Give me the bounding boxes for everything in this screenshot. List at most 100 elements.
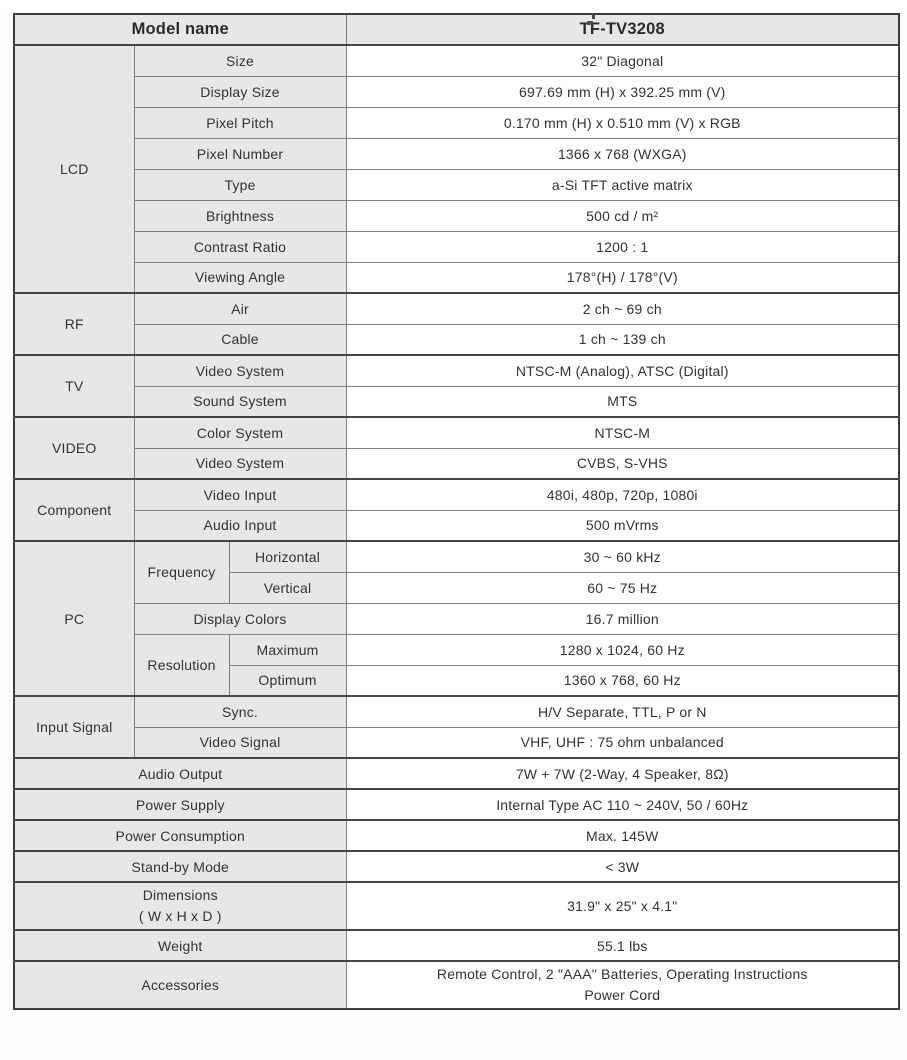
spec-value: a-Si TFT active matrix: [345, 168, 900, 201]
group-cell-tv: TV: [13, 354, 135, 418]
group-cell-rf: RF: [13, 292, 135, 356]
spec-value: CVBS, S-VHS: [345, 447, 900, 480]
group-cell-video: VIDEO: [13, 416, 135, 480]
model-value-header-cell: TF-TV3208: [345, 13, 900, 46]
spec-value: 500 cd / m²: [345, 199, 900, 232]
table-row: Video Signal VHF, UHF : 75 ohm unbalance…: [14, 726, 900, 759]
table-row: Viewing Angle 178°(H) / 178°(V): [14, 261, 900, 294]
table-row: TV Video System NTSC-M (Analog), ATSC (D…: [13, 354, 900, 418]
spec-label: Video Input: [133, 478, 347, 511]
spec-label: Vertical: [228, 571, 347, 604]
table-row: Vertical 60 ~ 75 Hz: [14, 571, 900, 604]
scanned-spec-page: Model name TF-TV3208 LCD Size 32" Diagon…: [0, 13, 907, 1060]
table-row: Brightness 500 cd / m²: [14, 199, 900, 232]
spec-value: VHF, UHF : 75 ohm unbalanced: [345, 726, 900, 759]
spec-label: Contrast Ratio: [133, 230, 347, 263]
table-row: Contrast Ratio 1200 : 1: [14, 230, 900, 263]
table-header-row: Model name TF-TV3208: [13, 13, 900, 46]
table-row: Pixel Number 1366 x 768 (WXGA): [14, 137, 900, 170]
spec-value: 0.170 mm (H) x 0.510 mm (V) x RGB: [345, 106, 900, 139]
spec-table: Model name TF-TV3208 LCD Size 32" Diagon…: [13, 13, 901, 1010]
spec-value: 16.7 million: [345, 602, 900, 635]
spec-value: Remote Control, 2 "AAA" Batteries, Opera…: [345, 960, 900, 1010]
spec-label: Air: [133, 292, 347, 325]
table-row: Stand-by Mode < 3W: [13, 850, 900, 883]
spec-label: Display Size: [133, 75, 347, 108]
group-cell-lcd: LCD: [13, 44, 135, 294]
spec-value: 1280 x 1024, 60 Hz: [345, 633, 900, 666]
table-row: Sound System MTS: [14, 385, 900, 418]
spec-label: Display Colors: [133, 602, 347, 635]
spec-label: Video Signal: [133, 726, 347, 759]
table-row: Video System CVBS, S-VHS: [14, 447, 900, 480]
spec-label: Dimensions ( W x H x D ): [13, 881, 347, 931]
spec-label: Type: [133, 168, 347, 201]
table-row: Resolution Maximum 1280 x 1024, 60 Hz: [14, 633, 900, 697]
table-row: Input Signal Sync. H/V Separate, TTL, P …: [13, 695, 900, 759]
spec-value: Internal Type AC 110 ~ 240V, 50 / 60Hz: [345, 788, 900, 821]
spec-value: 480i, 480p, 720p, 1080i: [345, 478, 900, 511]
subgroup-cell-frequency: Frequency: [133, 540, 230, 604]
spec-value: NTSC-M (Analog), ATSC (Digital): [345, 354, 900, 387]
spec-value: 31.9" x 25" x 4.1": [345, 881, 900, 931]
spec-label: Power Supply: [13, 788, 347, 821]
spec-value: NTSC-M: [345, 416, 900, 449]
spec-value: 1360 x 768, 60 Hz: [345, 664, 900, 697]
spec-label: Color System: [133, 416, 347, 449]
table-row: Display Size 697.69 mm (H) x 392.25 mm (…: [14, 75, 900, 108]
spec-label: Optimum: [228, 664, 347, 697]
group-cell-pc: PC: [13, 540, 135, 697]
spec-value: 178°(H) / 178°(V): [345, 261, 900, 294]
table-row: Pixel Pitch 0.170 mm (H) x 0.510 mm (V) …: [14, 106, 900, 139]
spec-value: 697.69 mm (H) x 392.25 mm (V): [345, 75, 900, 108]
table-row: Audio Output 7W + 7W (2-Way, 4 Speaker, …: [13, 757, 900, 790]
subgroup-cell-resolution: Resolution: [133, 633, 230, 697]
spec-value: 7W + 7W (2-Way, 4 Speaker, 8Ω): [345, 757, 900, 790]
scan-artifact-top-dot: [587, 21, 593, 25]
spec-value: 55.1 lbs: [345, 929, 900, 962]
spec-label: Stand-by Mode: [13, 850, 347, 883]
spec-label: Pixel Number: [133, 137, 347, 170]
table-row: VIDEO Color System NTSC-M: [13, 416, 900, 480]
table-row: PC Frequency Horizontal 30 ~ 60 kHz: [13, 540, 900, 697]
table-row: LCD Size 32" Diagonal: [13, 44, 900, 294]
table-row: Weight 55.1 lbs: [13, 929, 900, 962]
spec-label: Maximum: [228, 633, 347, 666]
spec-label: Accessories: [13, 960, 347, 1010]
spec-label: Viewing Angle: [133, 261, 347, 294]
spec-label: Weight: [13, 929, 347, 962]
table-row: Power Supply Internal Type AC 110 ~ 240V…: [13, 788, 900, 821]
spec-label: Audio Input: [133, 509, 347, 542]
spec-label: Pixel Pitch: [133, 106, 347, 139]
table-row: Accessories Remote Control, 2 "AAA" Batt…: [13, 960, 900, 1010]
spec-value: 2 ch ~ 69 ch: [345, 292, 900, 325]
spec-value: 1366 x 768 (WXGA): [345, 137, 900, 170]
spec-value: 60 ~ 75 Hz: [345, 571, 900, 604]
spec-value: 32" Diagonal: [345, 44, 900, 77]
scan-artifact-top-dash: [592, 14, 595, 19]
spec-value: Max. 145W: [345, 819, 900, 852]
group-cell-input-signal: Input Signal: [13, 695, 135, 759]
table-row: RF Air 2 ch ~ 69 ch: [13, 292, 900, 356]
group-cell-component: Component: [13, 478, 135, 542]
model-name-header-cell: Model name: [13, 13, 347, 46]
spec-label: Sound System: [133, 385, 347, 418]
spec-label: Horizontal: [228, 540, 347, 573]
spec-value: 1200 : 1: [345, 230, 900, 263]
table-row: Display Colors 16.7 million: [14, 602, 900, 635]
table-row: Audio Input 500 mVrms: [14, 509, 900, 542]
table-row: Component Video Input 480i, 480p, 720p, …: [13, 478, 900, 542]
spec-label: Size: [133, 44, 347, 77]
table-row: Dimensions ( W x H x D ) 31.9" x 25" x 4…: [13, 881, 900, 931]
spec-value: MTS: [345, 385, 900, 418]
spec-label: Brightness: [133, 199, 347, 232]
spec-label: Cable: [133, 323, 347, 356]
spec-label: Video System: [133, 354, 347, 387]
spec-label: Power Consumption: [13, 819, 347, 852]
spec-label: Audio Output: [13, 757, 347, 790]
spec-value: 30 ~ 60 kHz: [345, 540, 900, 573]
spec-label: Video System: [133, 447, 347, 480]
table-row: Type a-Si TFT active matrix: [14, 168, 900, 201]
spec-value: < 3W: [345, 850, 900, 883]
table-row: Optimum 1360 x 768, 60 Hz: [14, 664, 900, 697]
